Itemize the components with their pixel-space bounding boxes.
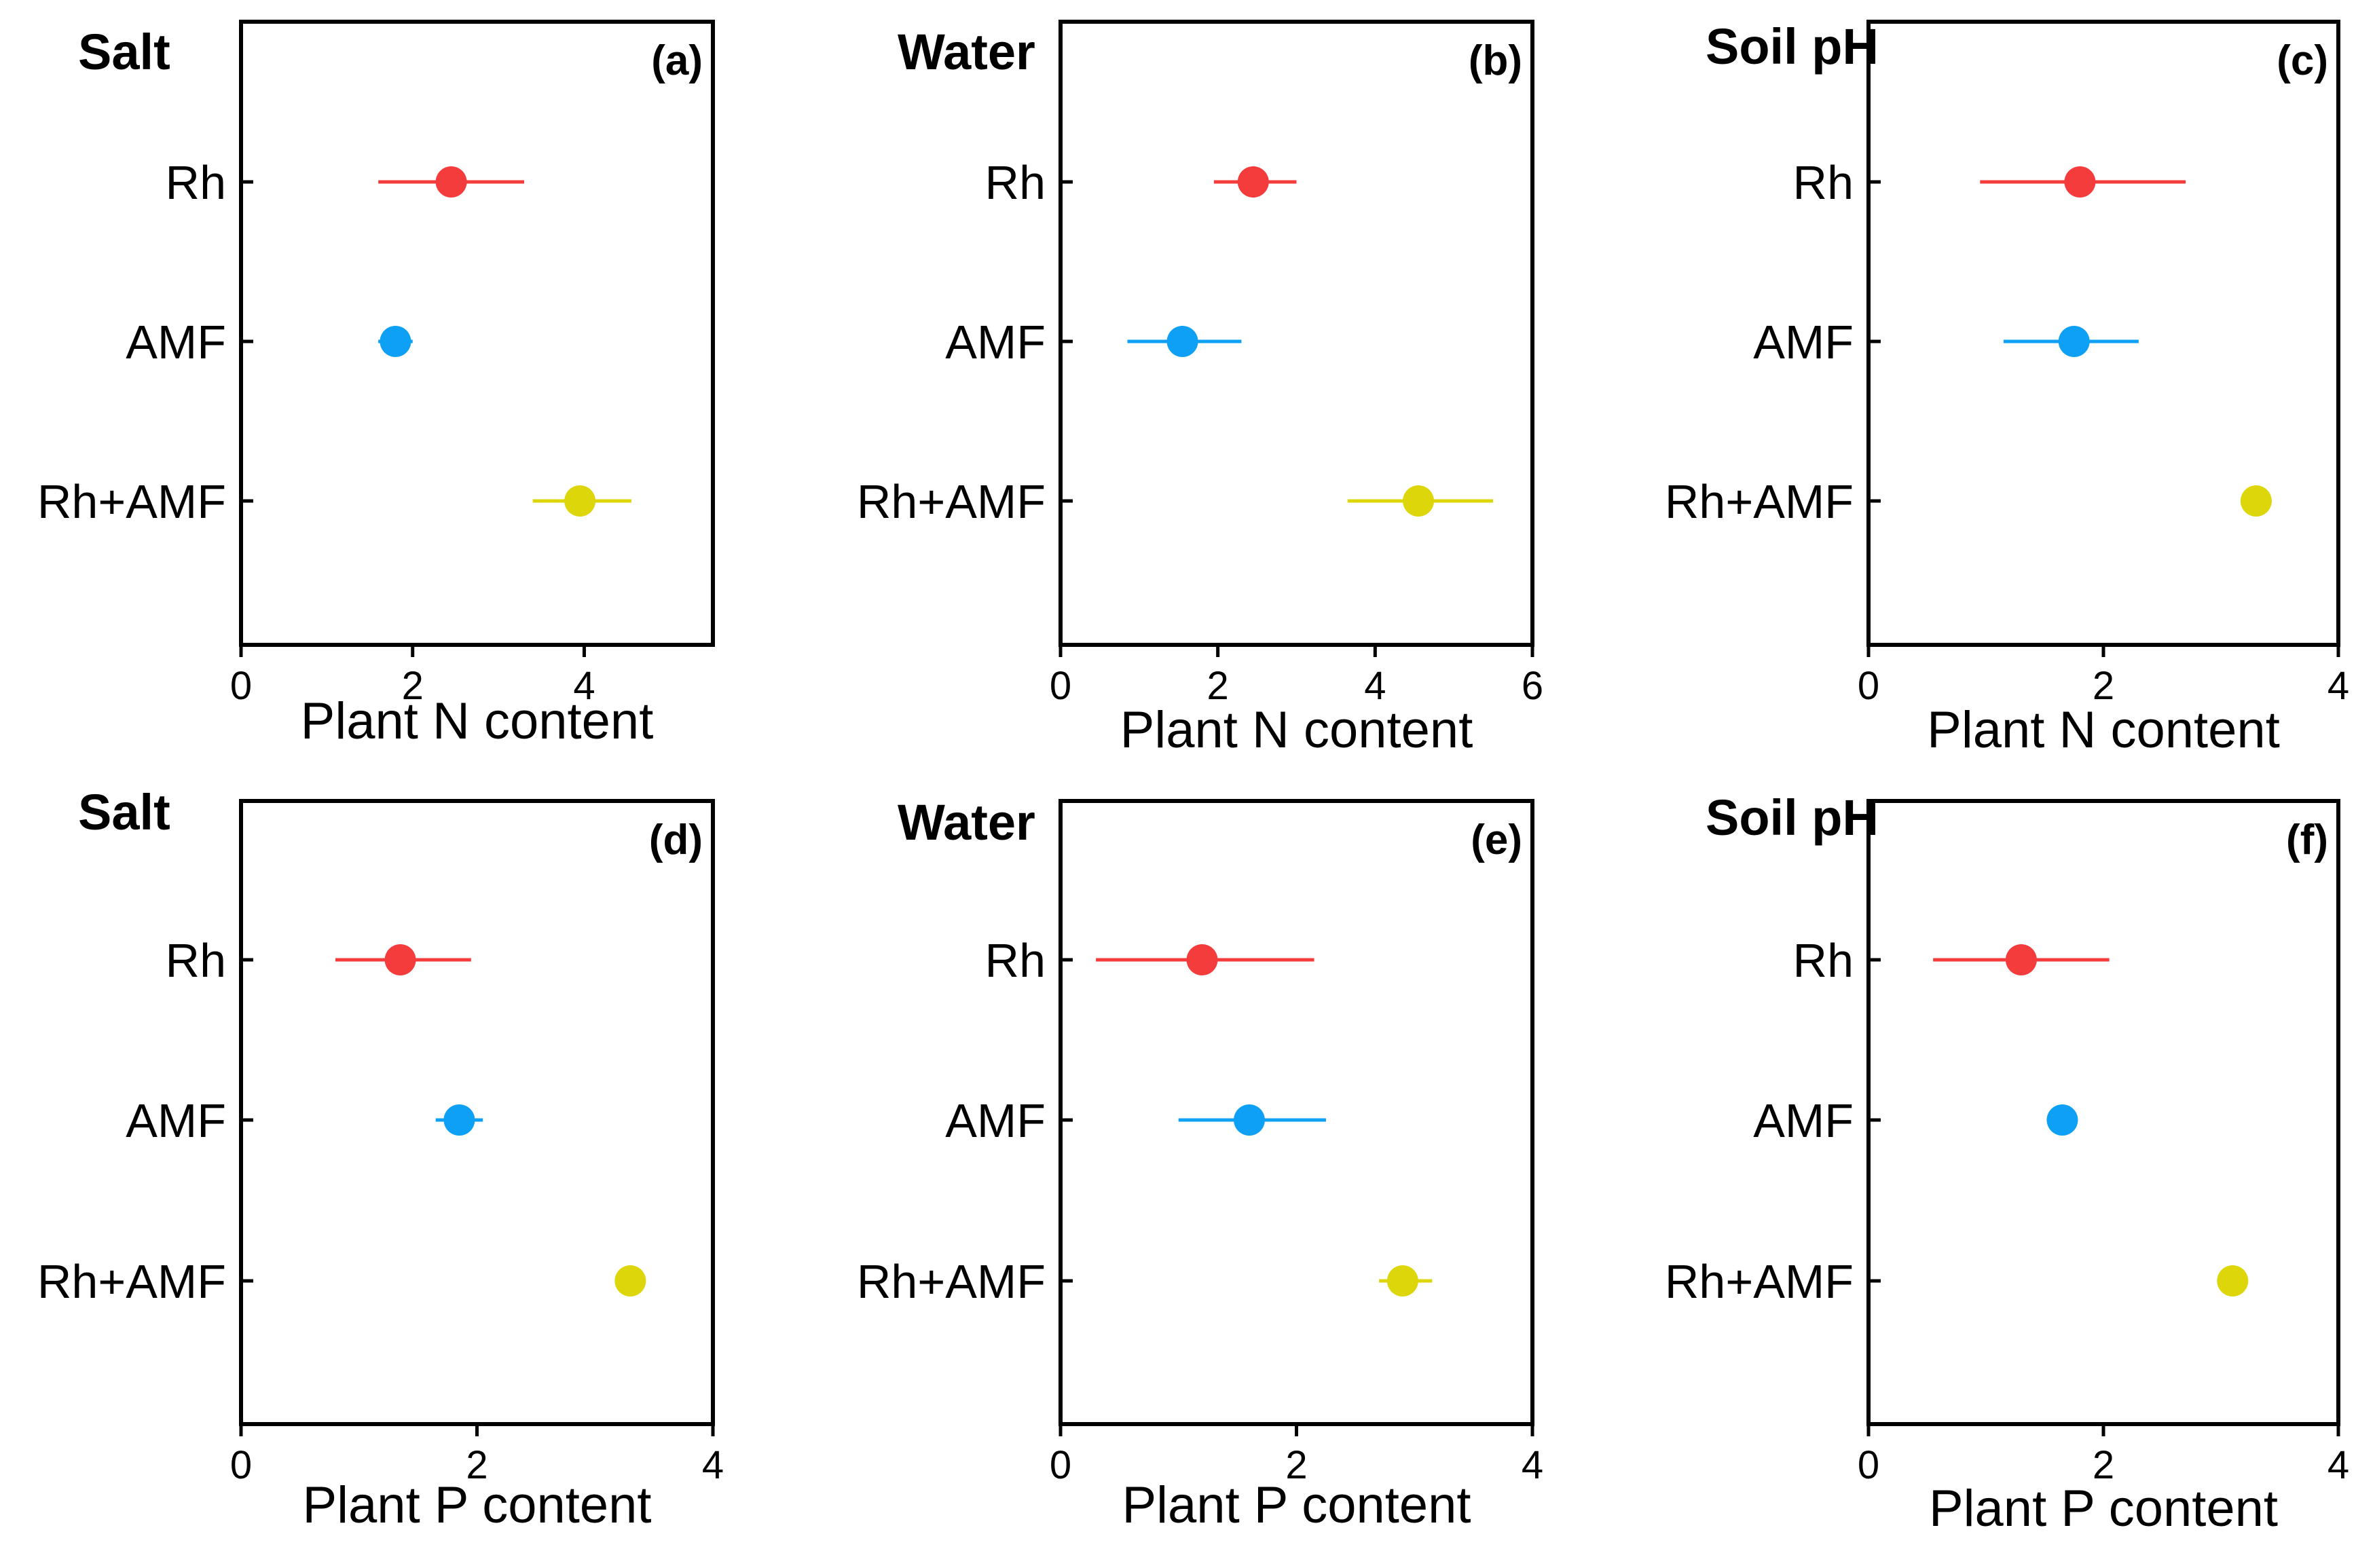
chart-0-xlabel: Plant N content	[301, 692, 654, 750]
chart-3-point-1	[443, 1104, 475, 1136]
chart-0-frame	[239, 20, 715, 647]
chart-1-panel-label: (b)	[1469, 37, 1522, 84]
chart-1-point-0	[1237, 166, 1269, 198]
chart-5-xtick-label-0: 0	[1858, 1443, 1879, 1487]
chart-0-category-label-0: Rh	[166, 156, 226, 209]
chart-2-category-label-1: AMF	[1753, 316, 1854, 369]
chart-3-frame	[239, 799, 715, 1426]
chart-0-panel-label: (a)	[651, 37, 703, 84]
chart-1-xlabel: Plant N content	[1120, 701, 1473, 759]
chart-5-panel: Soil pH (f) 0 2 4 Plant P content Rh AMF Rh+AMF	[1665, 789, 2349, 1537]
chart-0-title: Salt	[78, 24, 170, 80]
chart-2-title: Soil pH	[1706, 18, 1879, 75]
chart-2-frame	[1866, 20, 2340, 647]
chart-1-xtick-label-2: 4	[1364, 664, 1386, 708]
chart-5-category-label-2: Rh+AMF	[1665, 1255, 1854, 1308]
chart-2-category-label-2: Rh+AMF	[1665, 475, 1854, 528]
chart-3-xtick-label-0: 0	[230, 1443, 252, 1487]
chart-3-category-label-2: Rh+AMF	[37, 1255, 226, 1308]
chart-5-category-label-0: Rh	[1793, 934, 1854, 987]
chart-3-category-label-0: Rh	[166, 934, 226, 987]
chart-3-xtick-label-2: 4	[702, 1443, 724, 1487]
chart-5-point-1	[2046, 1104, 2078, 1136]
chart-2-category-label-0: Rh	[1793, 156, 1854, 209]
chart-2-point-2	[2240, 485, 2272, 517]
chart-0-point-1	[380, 326, 411, 357]
chart-0-point-2	[564, 485, 596, 517]
chart-4-point-1	[1234, 1104, 1265, 1136]
chart-4-category-label-2: Rh+AMF	[857, 1255, 1046, 1308]
chart-0-point-0	[435, 166, 467, 198]
chart-2-xtick-label-1: 2	[2093, 664, 2114, 708]
chart-1-category-label-2: Rh+AMF	[857, 475, 1046, 528]
chart-0-category-label-1: AMF	[126, 316, 226, 369]
chart-2-xlabel: Plant N content	[1927, 701, 2280, 759]
chart-4-xlabel: Plant P content	[1122, 1476, 1471, 1534]
chart-4-frame	[1059, 799, 1534, 1426]
chart-1-xtick-label-1: 2	[1207, 664, 1229, 708]
chart-3-point-2	[614, 1265, 646, 1296]
chart-2-point-0	[2064, 166, 2096, 198]
chart-4-panel-label: (e)	[1471, 817, 1522, 863]
chart-4-xtick-label-0: 0	[1050, 1443, 1071, 1487]
chart-1-title: Water	[898, 24, 1035, 80]
chart-2-xtick-label-2: 4	[2327, 664, 2349, 708]
chart-0-xtick-label-0: 0	[230, 664, 252, 708]
chart-3-category-label-1: AMF	[126, 1094, 226, 1147]
chart-5-point-0	[2005, 944, 2037, 975]
chart-3-panel-label: (d)	[649, 817, 703, 863]
chart-1-point-2	[1403, 485, 1435, 517]
chart-1-category-label-1: AMF	[945, 316, 1046, 369]
chart-3-xtick-label-1: 2	[466, 1443, 487, 1487]
chart-1-panel: Water (b) 0 2 4 6 Plant N content Rh AMF Rh+AMF	[857, 20, 1543, 759]
chart-1-xtick-label-0: 0	[1050, 664, 1071, 708]
chart-5-point-2	[2217, 1265, 2249, 1296]
chart-4-panel: Water (e) 0 2 4 Plant P content Rh AMF Rh+AMF	[857, 794, 1543, 1534]
chart-1-xtick-label-3: 6	[1522, 664, 1543, 708]
chart-5-xtick-label-1: 2	[2093, 1443, 2114, 1487]
chart-3-xlabel: Plant P content	[302, 1476, 651, 1534]
chart-2-xtick-label-0: 0	[1858, 664, 1879, 708]
chart-4-title: Water	[898, 794, 1035, 851]
chart-5-xtick-label-2: 4	[2327, 1443, 2349, 1487]
chart-5-category-label-1: AMF	[1753, 1094, 1854, 1147]
chart-2-panel-label: (c)	[2277, 37, 2328, 84]
chart-5-panel-label: (f)	[2286, 817, 2328, 863]
chart-3-panel: Salt (d) 0 2 4 Plant P content Rh AMF Rh+AMF	[37, 784, 724, 1534]
chart-1-point-1	[1166, 326, 1198, 357]
chart-0-category-label-2: Rh+AMF	[37, 475, 226, 528]
chart-0-xtick-label-2: 4	[573, 664, 595, 708]
chart-0-xtick-label-1: 2	[402, 664, 424, 708]
chart-2-panel: Soil pH (c) 0 2 4 Plant N content Rh AMF Rh+AMF	[1665, 18, 2349, 759]
chart-4-xtick-label-2: 4	[1522, 1443, 1543, 1487]
chart-4-point-0	[1186, 944, 1218, 975]
chart-1-frame	[1059, 20, 1534, 647]
chart-4-category-label-1: AMF	[945, 1094, 1046, 1147]
chart-2-point-1	[2058, 326, 2090, 357]
chart-5-title: Soil pH	[1706, 789, 1879, 846]
chart-1-category-label-0: Rh	[985, 156, 1046, 209]
chart-4-category-label-0: Rh	[985, 934, 1046, 987]
chart-4-xtick-label-1: 2	[1285, 1443, 1307, 1487]
chart-3-point-0	[384, 944, 416, 975]
chart-5-frame	[1866, 799, 2340, 1426]
chart-5-xlabel: Plant P content	[1929, 1480, 2278, 1537]
chart-3-title: Salt	[78, 784, 170, 840]
chart-4-point-2	[1386, 1265, 1418, 1296]
